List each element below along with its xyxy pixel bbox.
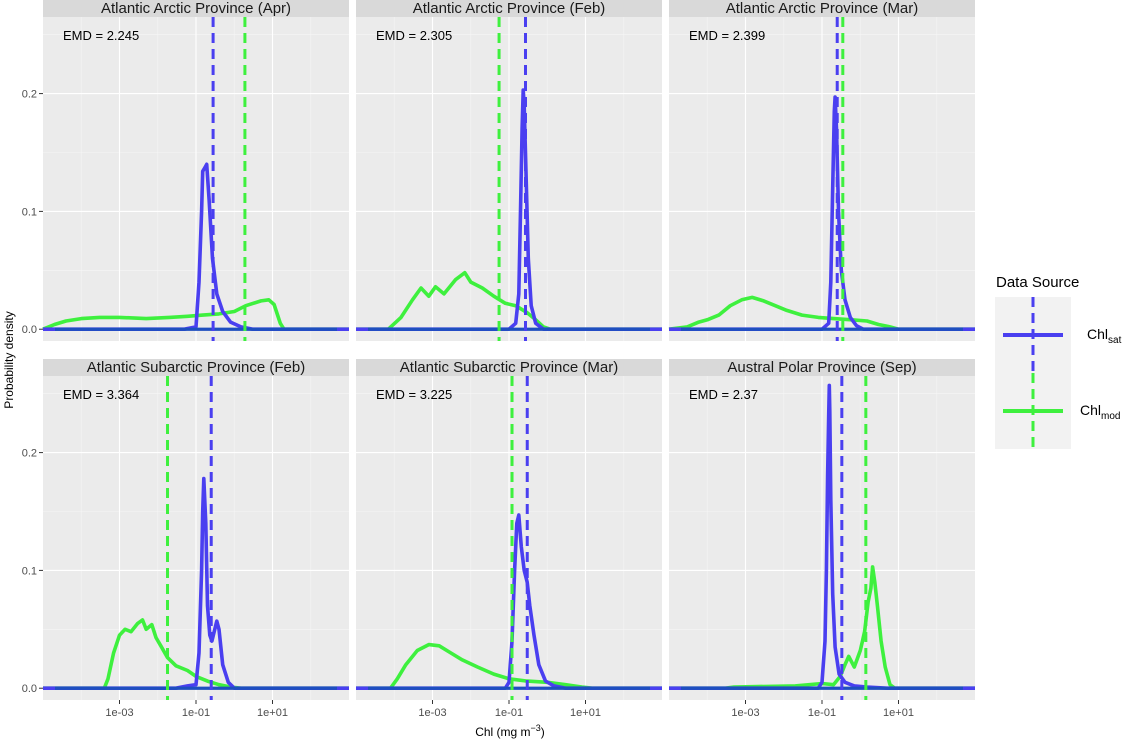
y-tick-label: 0.2 [22,448,37,460]
legend-title: Data Source [996,274,1079,291]
density-line-mod [668,295,975,331]
x-tick-label: 1e-01 [808,707,836,719]
density-line-sat [669,383,975,690]
legend: Data Source Chlsat Chlmod [995,274,1122,449]
y-tick-label: 0.1 [22,206,37,218]
x-axis-title-sup: −3 [531,723,541,733]
x-tick-label: 1e+01 [570,707,601,719]
legend-label-mod-main: Chl [1080,402,1101,418]
facet-panel: Atlantic Arctic Province (Mar) EMD = 2.39… [668,0,975,341]
facet-title: Atlantic Arctic Province (Apr) [101,0,291,17]
facet-strip [669,359,975,376]
facet-title: Atlantic Arctic Province (Feb) [413,0,606,17]
x-axis-title: Chl (mg m−3) [475,723,545,739]
density-line-mod [43,618,349,690]
x-tick-label: 1e+01 [883,707,914,719]
facet-strip [43,0,349,17]
density-line-mod [356,642,662,690]
density-line-sat [43,476,349,690]
emd-annotation: EMD = 2.37 [689,387,758,402]
facet-title: Atlantic Arctic Province (Mar) [726,0,919,17]
facet-panel: Atlantic Subarctic Province (Mar) EMD = 3… [356,359,662,719]
emd-annotation: EMD = 2.399 [689,28,765,43]
density-line-sat [356,88,662,331]
y-tick-label: 0.1 [22,565,37,577]
facet-strip [356,0,662,17]
legend-label-sat-main: Chl [1087,326,1108,342]
facet-title: Atlantic Subarctic Province (Feb) [87,359,305,376]
legend-label-sat-sub: sat [1108,335,1122,346]
y-tick-label: 0.0 [22,324,37,336]
facet-panel: Atlantic Arctic Province (Apr) EMD = 2.24… [22,0,349,341]
facet-strip [669,0,975,17]
emd-annotation: EMD = 3.225 [376,387,452,402]
facet-title: Atlantic Subarctic Province (Mar) [400,359,618,376]
emd-annotation: EMD = 3.364 [63,387,139,402]
x-tick-label: 1e-01 [495,707,523,719]
facet-panel: Austral Polar Province (Sep) EMD = 2.37 1e… [669,359,975,719]
emd-annotation: EMD = 2.245 [63,28,139,43]
facet-panel: Atlantic Arctic Province (Feb) EMD = 2.30… [356,0,662,341]
y-tick-label: 0.0 [22,683,37,695]
emd-annotation: EMD = 2.305 [376,28,452,43]
legend-label-mod: Chlmod [1080,402,1120,422]
x-tick-label: 1e-01 [182,707,210,719]
density-line-mod [669,565,975,690]
x-tick-label: 1e-03 [418,707,446,719]
legend-keys [1003,297,1063,449]
facet-title: Austral Polar Province (Sep) [727,359,916,376]
x-tick-label: 1e-03 [731,707,759,719]
facet-panel: Atlantic Subarctic Province (Feb) EMD = 3… [22,359,349,719]
facet-strip [43,359,349,376]
density-line-mod [42,298,349,331]
legend-label-mod-sub: mod [1101,411,1120,422]
x-tick-label: 1e+01 [257,707,288,719]
legend-label-sat: Chlsat [1087,326,1122,346]
y-axis-title: Probability density [2,311,16,408]
x-axis-title-close: ) [541,725,545,739]
facet-strip [356,359,662,376]
x-axis-title-main: Chl (mg m [475,725,530,739]
facet-panels: Atlantic Arctic Province (Apr) EMD = 2.24… [22,0,975,719]
density-line-sat [669,95,975,331]
density-line-sat [43,162,349,331]
y-tick-label: 0.2 [22,89,37,101]
x-tick-label: 1e-03 [105,707,133,719]
